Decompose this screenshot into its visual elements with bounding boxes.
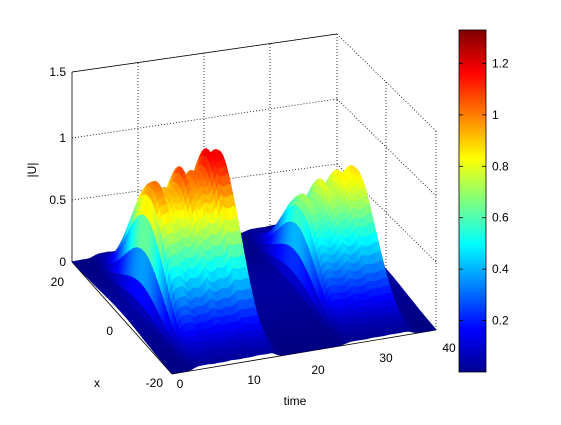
z-grid-line-1	[72, 99, 337, 138]
back-wall-top-edge	[72, 34, 337, 72]
surface	[72, 149, 436, 374]
right-wall-top-edge	[337, 34, 436, 131]
